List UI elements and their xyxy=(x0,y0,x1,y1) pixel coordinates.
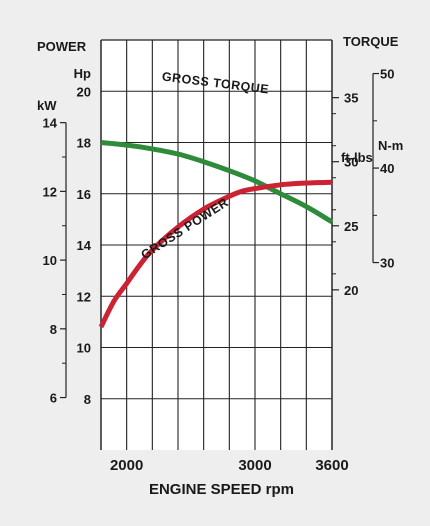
ftlbs-tick-label: 20 xyxy=(344,283,358,298)
x-tick-label: 3000 xyxy=(238,457,271,474)
x-tick-label: 2000 xyxy=(110,457,143,474)
ftlbs-tick-label: 30 xyxy=(344,155,358,170)
hp-tick-label: 14 xyxy=(77,238,92,253)
nm-tick-label: 30 xyxy=(380,256,394,271)
kw-unit-label: kW xyxy=(37,98,57,113)
gross-torque-line xyxy=(100,140,334,225)
nm-tick-label: 40 xyxy=(380,161,394,176)
hp-tick-label: 12 xyxy=(77,289,91,304)
kw-tick-label: 14 xyxy=(43,116,58,131)
hp-tick-label: 16 xyxy=(77,187,91,202)
nm-tick-label: 50 xyxy=(380,67,394,82)
hp-tick-label: 20 xyxy=(77,84,91,99)
kw-tick-label: 6 xyxy=(50,391,57,406)
x-tick-label: 3600 xyxy=(315,457,348,474)
x-axis-label: ENGINE SPEED rpm xyxy=(149,481,294,498)
kw-tick-label: 12 xyxy=(43,184,57,199)
ftlbs-tick-label: 25 xyxy=(344,219,358,234)
hp-tick-label: 18 xyxy=(77,136,91,151)
gross-power-line xyxy=(98,179,333,329)
ftlbs-unit-label: ft-lbs xyxy=(341,150,373,165)
ftlbs-tick-label: 35 xyxy=(344,91,358,106)
hp-tick-label: 10 xyxy=(77,341,91,356)
kw-tick-label: 8 xyxy=(50,322,57,337)
torque-axis-title: TORQUE xyxy=(343,34,399,49)
hp-tick-label: 8 xyxy=(84,392,91,407)
hp-unit-label: Hp xyxy=(74,66,91,81)
power-axis-title: POWER xyxy=(37,39,87,54)
nm-unit-label: N-m xyxy=(378,138,403,153)
kw-tick-label: 10 xyxy=(43,253,57,268)
